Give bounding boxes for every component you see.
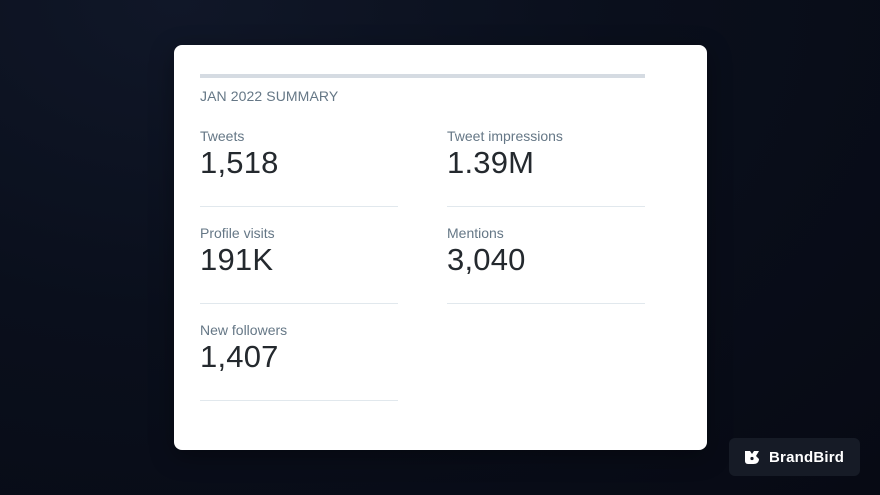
summary-title: JAN 2022 SUMMARY [200,88,339,104]
stat-label: New followers [200,322,288,338]
stat-label: Profile visits [200,225,275,241]
brandbird-logo-icon [743,448,761,466]
top-divider [200,74,645,78]
stat-value: 1,518 [200,145,279,180]
stat-tweet-impressions: Tweet impressions 1.39M [447,128,645,207]
stat-value: 191K [200,242,274,277]
brandbird-badge[interactable]: BrandBird [729,438,860,476]
summary-card: JAN 2022 SUMMARY Tweets 1,518 Tweet impr… [174,45,707,450]
stat-label: Tweets [200,128,245,144]
stat-tweets: Tweets 1,518 [200,128,398,207]
stat-profile-visits: Profile visits 191K [200,225,398,304]
stat-new-followers: New followers 1,407 [200,322,398,401]
stat-value: 1.39M [447,145,535,180]
stat-label: Tweet impressions [447,128,563,144]
stat-value: 3,040 [447,242,526,277]
stat-mentions: Mentions 3,040 [447,225,645,304]
brand-name: BrandBird [769,448,845,466]
stat-label: Mentions [447,225,504,241]
stat-value: 1,407 [200,339,279,374]
